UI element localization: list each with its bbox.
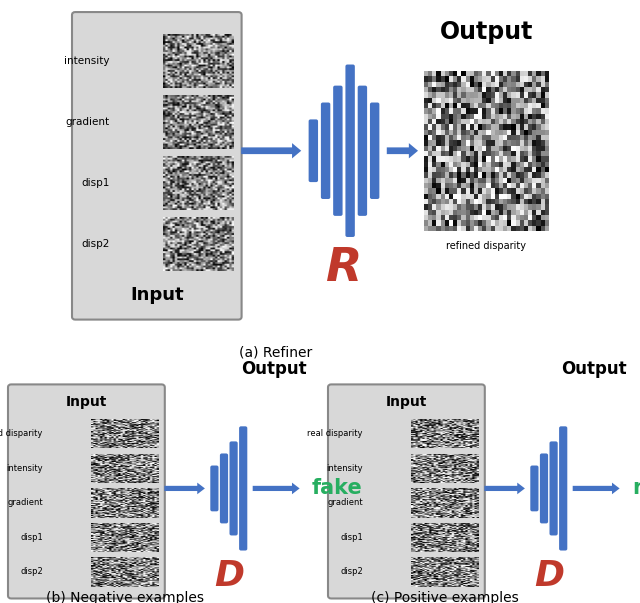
Text: refined disparity: refined disparity <box>0 429 43 438</box>
FancyBboxPatch shape <box>220 453 228 523</box>
Text: disp2: disp2 <box>340 567 363 576</box>
FancyBboxPatch shape <box>8 385 165 598</box>
Text: real disparity: real disparity <box>307 429 363 438</box>
Text: fake: fake <box>312 478 363 499</box>
FancyBboxPatch shape <box>540 453 548 523</box>
Text: Input: Input <box>130 286 184 305</box>
FancyBboxPatch shape <box>346 65 355 237</box>
Text: intensity: intensity <box>326 464 363 473</box>
FancyBboxPatch shape <box>358 86 367 216</box>
FancyBboxPatch shape <box>211 466 218 511</box>
Text: R: R <box>326 246 362 291</box>
FancyBboxPatch shape <box>370 103 380 199</box>
FancyBboxPatch shape <box>308 119 318 182</box>
FancyBboxPatch shape <box>72 12 242 320</box>
FancyBboxPatch shape <box>321 103 330 199</box>
FancyBboxPatch shape <box>239 426 247 551</box>
FancyBboxPatch shape <box>230 441 237 535</box>
Text: (c) Positive examples: (c) Positive examples <box>371 591 518 603</box>
Text: D: D <box>214 559 244 593</box>
Text: Output: Output <box>241 361 307 378</box>
FancyBboxPatch shape <box>333 86 342 216</box>
Text: (a) Refiner: (a) Refiner <box>239 346 312 360</box>
Text: D: D <box>534 559 564 593</box>
Text: disp2: disp2 <box>81 239 109 249</box>
Text: Output: Output <box>440 20 533 43</box>
Text: Input: Input <box>386 395 427 409</box>
Text: gradient: gradient <box>65 117 109 127</box>
Text: disp1: disp1 <box>340 533 363 542</box>
Text: intensity: intensity <box>64 55 109 66</box>
FancyBboxPatch shape <box>328 385 485 598</box>
Text: refined disparity: refined disparity <box>447 241 526 251</box>
Text: gradient: gradient <box>7 499 43 507</box>
Text: intensity: intensity <box>6 464 43 473</box>
Text: (b) Negative examples: (b) Negative examples <box>46 591 204 603</box>
Text: disp1: disp1 <box>81 178 109 188</box>
Text: real: real <box>632 478 640 499</box>
Text: gradient: gradient <box>327 499 363 507</box>
Text: disp1: disp1 <box>20 533 43 542</box>
Text: Input: Input <box>66 395 107 409</box>
Text: disp2: disp2 <box>20 567 43 576</box>
FancyBboxPatch shape <box>559 426 567 551</box>
FancyBboxPatch shape <box>531 466 538 511</box>
Text: Output: Output <box>561 361 627 378</box>
FancyBboxPatch shape <box>550 441 557 535</box>
